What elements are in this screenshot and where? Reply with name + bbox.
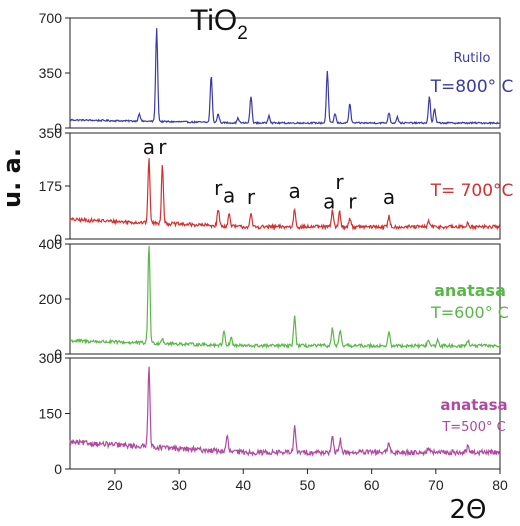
panel-2-y-tick-label: 400 bbox=[39, 236, 63, 252]
x-tick-label: 40 bbox=[235, 477, 251, 493]
panel-1-peak-label: a bbox=[383, 185, 395, 209]
x-tick-label: 20 bbox=[107, 477, 123, 493]
panel-1-peak-label: a bbox=[323, 190, 335, 214]
panel-1-peak-label: r bbox=[158, 135, 167, 159]
panel-2-y-tick-label: 200 bbox=[39, 291, 63, 307]
x-tick-label: 30 bbox=[171, 477, 187, 493]
panel-2: 0 200 400 anatasa T=600° C bbox=[39, 236, 509, 362]
panel-0-y-tick-label: 0 bbox=[54, 120, 62, 136]
panel-1-y-tick-label: 0 bbox=[54, 231, 62, 247]
panel-1-peak-label: a bbox=[143, 135, 155, 159]
x-tick-label: 50 bbox=[300, 477, 316, 493]
panel-2-label-line2: T=600° C bbox=[430, 303, 509, 322]
panel-0-y-tick-label: 700 bbox=[39, 10, 63, 26]
panel-3-series-line bbox=[69, 366, 501, 457]
panel-1-peak-label: r bbox=[214, 176, 223, 200]
panel-1-peak-label: a bbox=[223, 184, 235, 208]
panel-0: 0 350 700 Rutilo T=800° C bbox=[39, 10, 514, 136]
panel-1-peak-label: r bbox=[335, 170, 344, 194]
panel-1-peak-label: a bbox=[288, 179, 300, 203]
panel-0-label-line1: Rutilo bbox=[454, 51, 491, 66]
panel-1-y-tick-label: 350 bbox=[39, 125, 63, 141]
panel-1-series-line bbox=[69, 158, 501, 231]
panel-3-y-tick-label: 150 bbox=[39, 406, 63, 422]
chart-title-subscript: 2 bbox=[237, 23, 248, 44]
x-axis: 20 30 40 50 60 70 80 bbox=[107, 469, 508, 493]
panel-1-peak-label: r bbox=[348, 190, 357, 214]
x-tick-label: 70 bbox=[428, 477, 444, 493]
chart-title-main: TiO bbox=[190, 4, 237, 37]
chart-title: TiO2 bbox=[190, 4, 248, 44]
panel-3-label-line1: anatasa bbox=[440, 396, 507, 414]
panel-3: 0 150 300 anatasa T=500° C bbox=[39, 350, 508, 477]
panel-1-label-line2: T= 700°C bbox=[430, 181, 514, 201]
panel-0-label-line2: T=800° C bbox=[430, 77, 514, 97]
panel-3-y-tick-label: 0 bbox=[54, 461, 62, 477]
panel-0-y-tick-label: 350 bbox=[39, 65, 63, 81]
y-axis-label: u. a. bbox=[0, 148, 26, 208]
x-tick-label: 80 bbox=[492, 477, 508, 493]
panel-1-peak-label: r bbox=[247, 185, 256, 209]
panel-1-y-tick-label: 175 bbox=[39, 178, 63, 194]
panel-2-y-tick-label: 0 bbox=[54, 346, 62, 362]
panel-3-y-tick-label: 300 bbox=[39, 350, 63, 366]
panel-0-series-line bbox=[69, 28, 500, 126]
x-axis-label: 2Θ bbox=[449, 495, 486, 525]
x-tick-label: 60 bbox=[364, 477, 380, 493]
panel-2-label-line1: anatasa bbox=[434, 281, 506, 300]
panel-2-series-line bbox=[69, 245, 501, 350]
panel-3-label-line2: T=500° C bbox=[441, 420, 505, 435]
